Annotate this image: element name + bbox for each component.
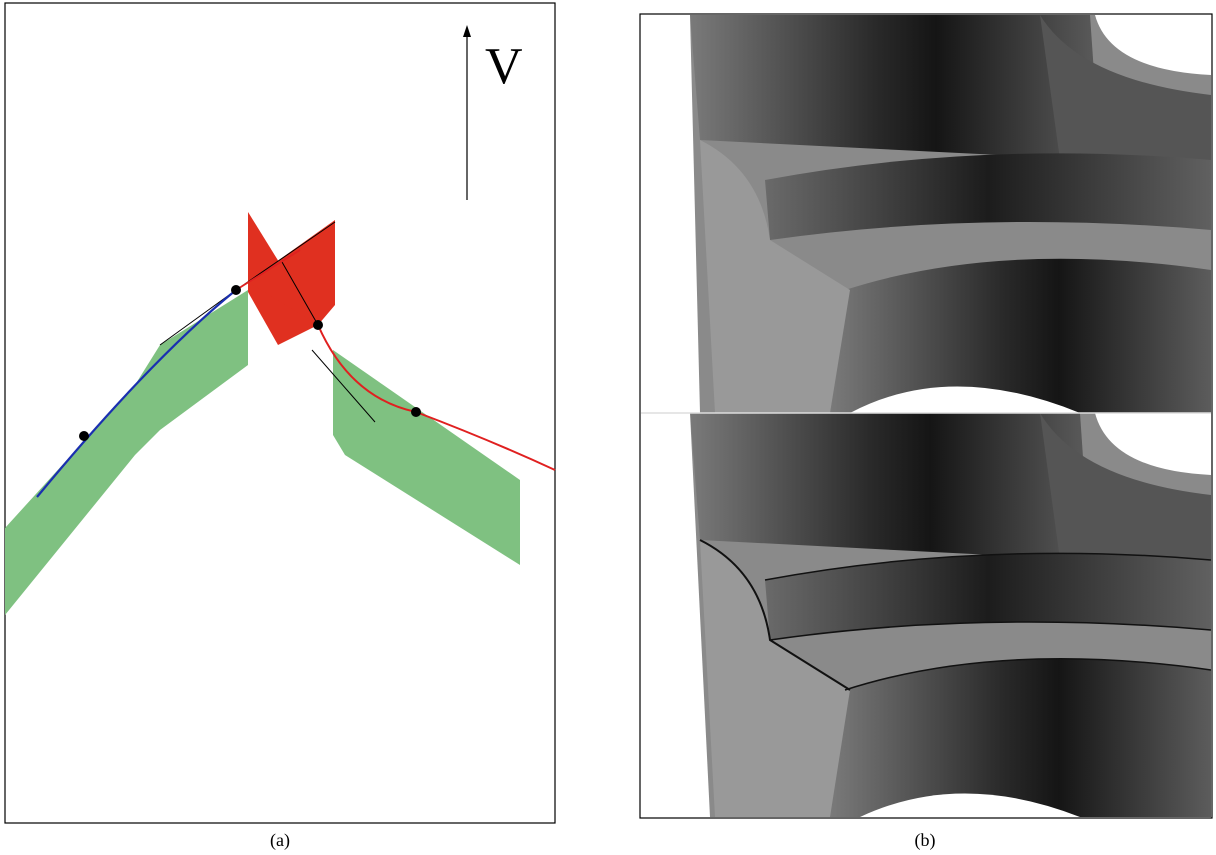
point — [231, 285, 241, 295]
caption: (b) — [915, 830, 936, 851]
figure: V (a) (b) — [0, 0, 1216, 855]
render-bottom — [641, 413, 1211, 817]
panel-b: (b) — [640, 14, 1212, 851]
point — [313, 320, 323, 330]
panel-a: V (a) — [5, 3, 555, 851]
render-top — [641, 15, 1211, 413]
point — [79, 431, 89, 441]
axis-label: V — [485, 38, 523, 95]
caption: (a) — [270, 830, 290, 851]
panel-frame — [5, 3, 555, 823]
point — [411, 407, 421, 417]
